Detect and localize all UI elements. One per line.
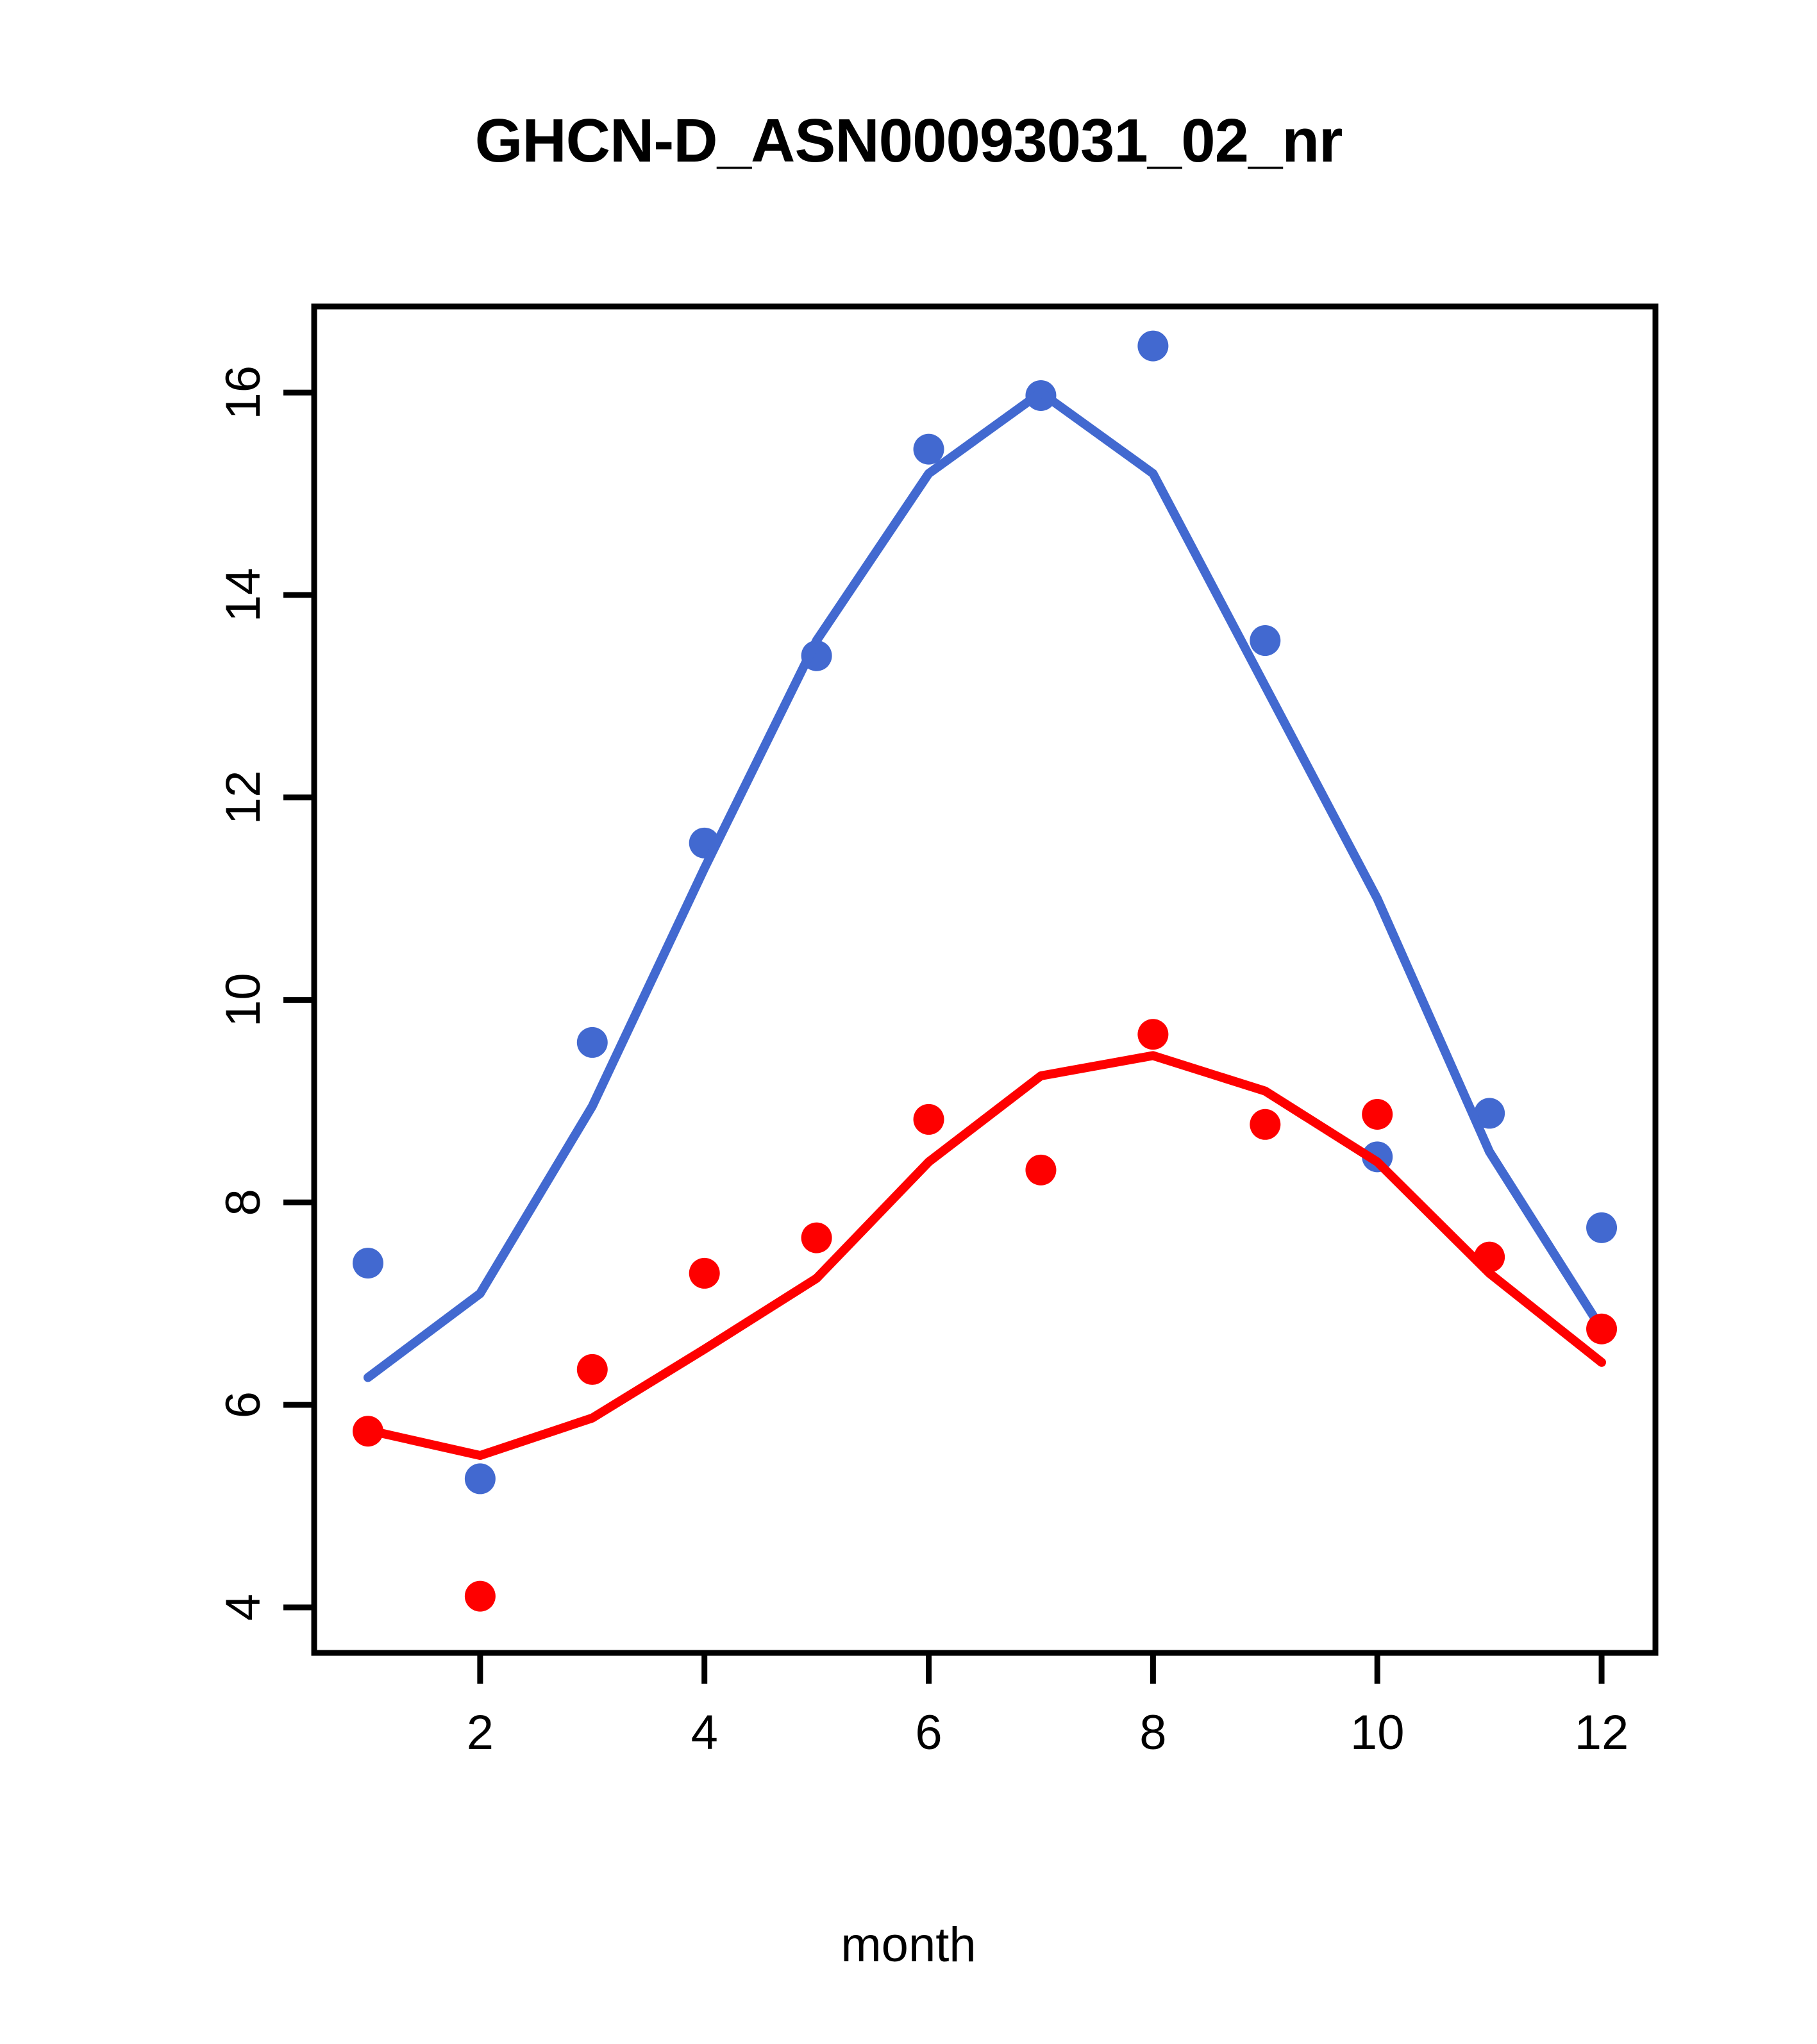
y-axis-tick-label: 14 xyxy=(216,568,271,623)
x-axis-tick-label: 6 xyxy=(915,1705,942,1760)
data-point xyxy=(1474,1098,1505,1129)
y-axis-tick-label: 6 xyxy=(216,1391,271,1418)
y-axis-tick-label: 4 xyxy=(216,1594,271,1621)
data-point xyxy=(913,1103,944,1135)
data-point xyxy=(689,1257,720,1289)
y-axis-tick-label: 16 xyxy=(216,365,271,420)
data-point xyxy=(1137,1019,1169,1050)
series-line-blue-fit-line xyxy=(363,388,1607,1382)
data-point xyxy=(1586,1212,1618,1243)
data-point xyxy=(1250,1109,1281,1140)
plot-border xyxy=(311,303,1659,1656)
data-point xyxy=(576,1353,608,1385)
data-point xyxy=(1586,1313,1618,1345)
data-point xyxy=(352,1248,383,1279)
x-axis-tick-label: 2 xyxy=(467,1705,494,1760)
y-axis-tick-label: 8 xyxy=(216,1189,271,1216)
x-axis-tick-label: 8 xyxy=(1139,1705,1166,1760)
data-point xyxy=(913,433,944,465)
page-title: GHCN-D_ASN00093031_02_nr xyxy=(474,106,1343,175)
y-axis-tick-label: 10 xyxy=(216,973,271,1027)
data-point xyxy=(464,1463,496,1495)
data-point xyxy=(1137,330,1169,362)
data-point xyxy=(1362,1099,1393,1130)
x-axis-tick-label: 4 xyxy=(691,1705,718,1760)
x-axis-tick-label: 12 xyxy=(1575,1705,1629,1760)
x-axis-label: month xyxy=(841,1918,976,1972)
data-point xyxy=(1025,1154,1057,1185)
data-point xyxy=(801,1222,832,1253)
y-axis-tick-label: 12 xyxy=(216,771,271,825)
series-line-red-fit-line xyxy=(363,1051,1607,1461)
x-axis-tick-label: 10 xyxy=(1350,1705,1405,1760)
data-point xyxy=(1250,625,1281,657)
data-point xyxy=(464,1580,496,1612)
data-point xyxy=(576,1026,608,1058)
